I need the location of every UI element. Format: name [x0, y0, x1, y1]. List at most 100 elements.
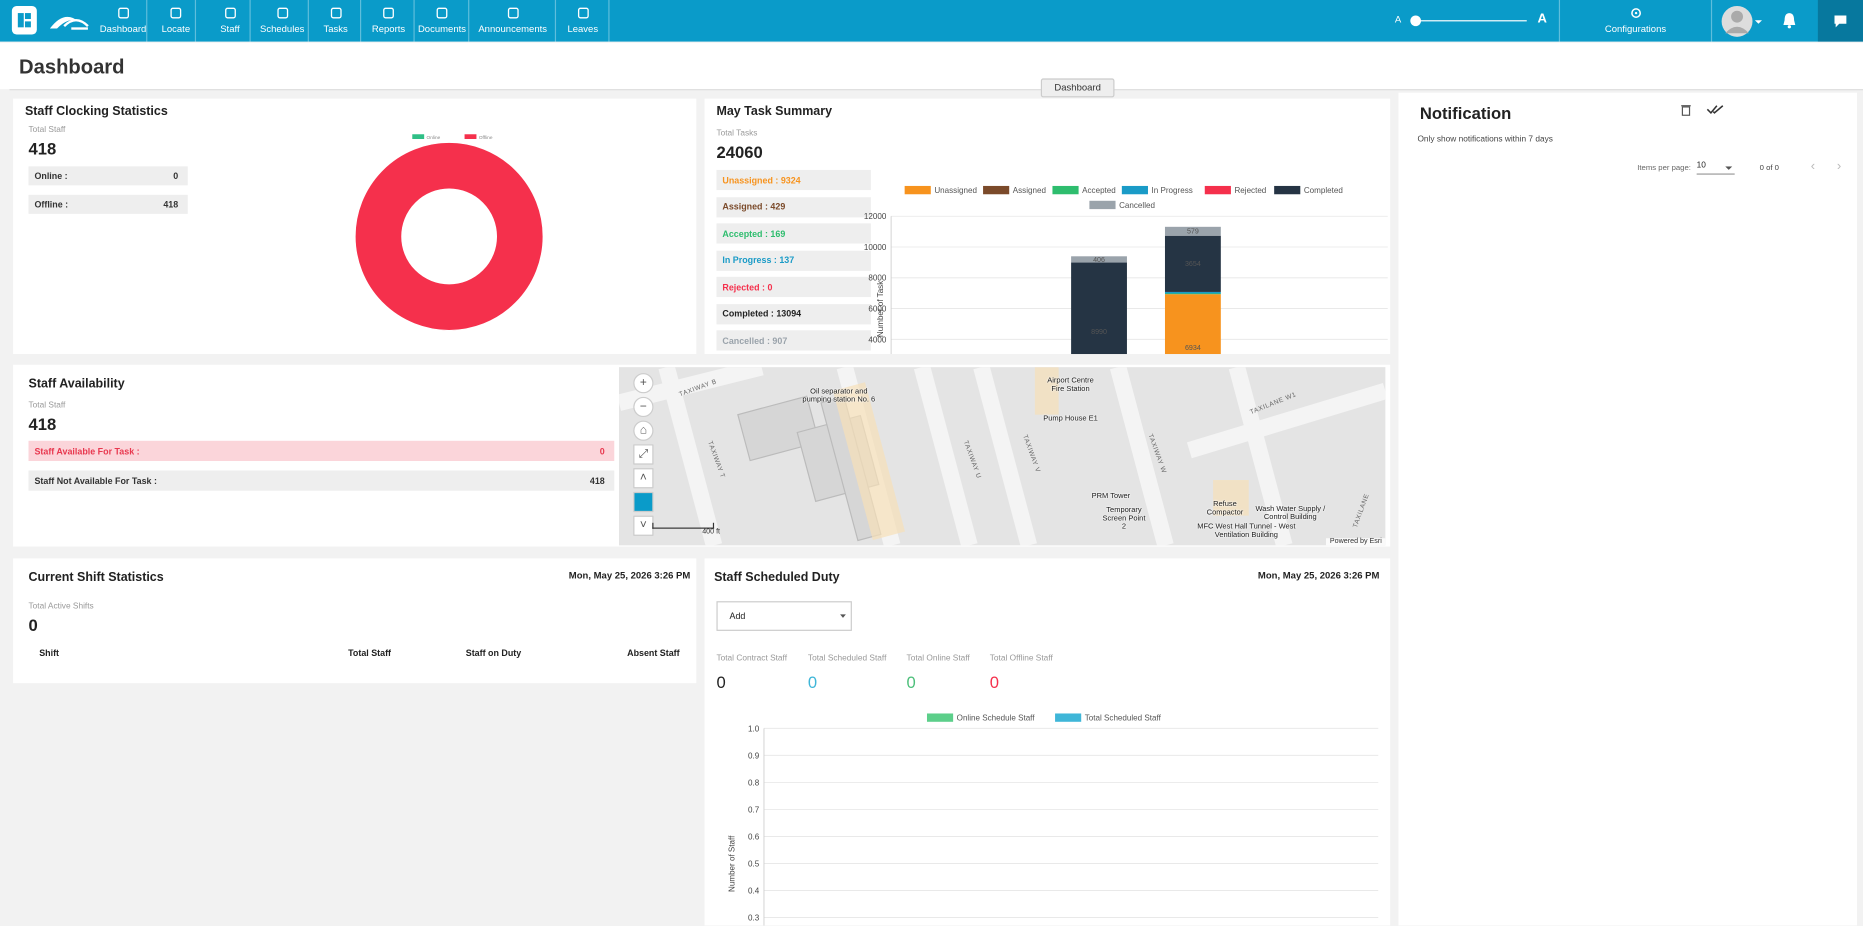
- nav-item[interactable]: Locate: [157, 0, 197, 42]
- nav-icon: [117, 7, 129, 19]
- total-value: 418: [28, 139, 57, 159]
- stat-label: Total Contract Staff: [716, 654, 788, 663]
- nav-item[interactable]: Leaves: [557, 0, 610, 42]
- font-slider[interactable]: [1413, 20, 1527, 22]
- title-divider: [9, 89, 1863, 91]
- y-axis-label: Number of Task: [876, 280, 885, 337]
- row-value: 0: [599, 445, 605, 457]
- map-control[interactable]: +: [633, 373, 654, 394]
- map-control[interactable]: ⌂: [633, 420, 654, 441]
- nav-item[interactable]: Announcements: [471, 0, 557, 42]
- nav-item[interactable]: Documents: [416, 0, 470, 42]
- legend-label: Total Scheduled Staff: [1085, 714, 1162, 723]
- task-status-text: In Progress : 137: [722, 254, 795, 266]
- legend-label: Cancelled: [1119, 201, 1155, 210]
- clocking-panel: Staff Clocking Statistics Total Staff 41…: [13, 98, 697, 355]
- header-bg: [0, 42, 1863, 90]
- map-control[interactable]: ˄: [633, 468, 654, 489]
- configurations[interactable]: Configurations: [1558, 0, 1713, 42]
- slider-knob[interactable]: [1410, 15, 1422, 27]
- nav-item[interactable]: Tasks: [311, 0, 362, 42]
- map-control[interactable]: [633, 491, 654, 513]
- per-page-value: 10: [1696, 161, 1706, 170]
- row-value: 418: [589, 475, 605, 486]
- nav-icon: [276, 7, 288, 19]
- task-summary-panel: May Task Summary Total Tasks 24060 Unass…: [704, 98, 1391, 355]
- task-status-row: Completed : 13094: [716, 303, 871, 324]
- bar-value-label: 406: [1093, 256, 1105, 264]
- total-label: Total Staff: [28, 125, 66, 135]
- task-status-text: Completed : 13094: [722, 308, 802, 320]
- tooltip: Dashboard: [1040, 78, 1115, 98]
- total-value: 0: [28, 615, 38, 635]
- plot: 6934 8990 3654 406 579: [1071, 226, 1221, 355]
- nav-item[interactable]: Staff: [210, 0, 251, 42]
- y-tick-label: 1.0: [748, 724, 760, 733]
- navbar: A A Configurations Dashboard Locate Staff S…: [0, 0, 1863, 42]
- nav-label: Reports: [371, 23, 406, 35]
- task-status-row: Cancelled : 907: [716, 330, 871, 351]
- map-control[interactable]: ˅: [633, 515, 654, 536]
- nav-icon: [170, 7, 182, 19]
- task-status-text: Rejected : 0: [722, 281, 773, 293]
- stat-row: Staff Not Available For Task : 418: [28, 470, 615, 491]
- task-status-row: In Progress : 137: [716, 250, 871, 271]
- total-label: Total Active Shifts: [28, 602, 94, 611]
- row-label: Staff Available For Task :: [34, 445, 140, 457]
- map-label: Refuse Compactor: [1206, 500, 1244, 517]
- per-page-select[interactable]: 10: [1696, 161, 1735, 175]
- shift-panel: Current Shift Statistics Mon, May 25, 20…: [13, 558, 697, 684]
- date: Mon, May 25, 2026 3:26 PM: [1257, 570, 1380, 582]
- app-menu[interactable]: [11, 5, 37, 35]
- map-control[interactable]: ⤢: [633, 444, 654, 465]
- nav-item[interactable]: Schedules: [257, 0, 309, 42]
- avatar[interactable]: [1720, 4, 1763, 40]
- delete-icon[interactable]: [1680, 103, 1692, 116]
- legend-swatch: [1274, 185, 1301, 195]
- map-control[interactable]: −: [633, 396, 654, 418]
- legend-label: Rejected: [1234, 186, 1266, 195]
- mark-read-icon[interactable]: [1706, 105, 1725, 116]
- nav-icon: [436, 7, 448, 19]
- font-small[interactable]: A: [1394, 14, 1402, 25]
- stat-value: 0: [906, 672, 916, 692]
- y-tick-label: 4000: [868, 335, 886, 344]
- nav-label: Schedules: [259, 23, 305, 35]
- total-label: Total Staff: [28, 401, 66, 410]
- map-label: MFC West Hall Tunnel - West Ventilation …: [1197, 522, 1296, 540]
- select[interactable]: Add: [716, 601, 852, 631]
- map-base: [619, 367, 1386, 546]
- chat-button[interactable]: [1817, 0, 1863, 42]
- building: [737, 395, 820, 462]
- chat-icon: [1834, 15, 1847, 28]
- logo: [49, 16, 89, 30]
- nav-item[interactable]: Reports: [364, 0, 415, 42]
- total-label: Total Tasks: [716, 129, 758, 138]
- row-label: Online :: [34, 170, 68, 182]
- map[interactable]: Oil separator and pumping station No. 6 A…: [619, 367, 1386, 546]
- bell-icon[interactable]: [1781, 12, 1798, 29]
- prev-page[interactable]: ‹: [1810, 159, 1816, 174]
- y-tick-label: 0.6: [748, 832, 760, 841]
- icon-shape: [117, 7, 129, 19]
- map-label: Pump House E1: [1043, 414, 1098, 423]
- next-page[interactable]: ›: [1836, 159, 1842, 174]
- font-large[interactable]: A: [1537, 11, 1547, 27]
- bar-value-label: 6934: [1185, 344, 1201, 352]
- bar-value-label: 3654: [1185, 260, 1201, 268]
- y-tick-label: 12000: [864, 212, 887, 221]
- icon-shape: [436, 7, 448, 19]
- y-tick-label: 0.3: [748, 913, 760, 922]
- table-header: Total Staff: [348, 647, 392, 659]
- legend-swatch: [1089, 200, 1116, 210]
- legend-label: Accepted: [1082, 186, 1116, 195]
- nav-icon: [330, 7, 342, 19]
- nav-icon: [383, 7, 394, 19]
- y-tick-label: 6000: [868, 305, 886, 314]
- table-header: Absent Staff: [627, 647, 680, 659]
- nav-item[interactable]: Dashboard: [100, 0, 148, 42]
- nav-label: Documents: [417, 23, 467, 35]
- caret: [840, 614, 846, 618]
- total-value: 24060: [716, 142, 763, 162]
- stat-value: 0: [989, 672, 999, 692]
